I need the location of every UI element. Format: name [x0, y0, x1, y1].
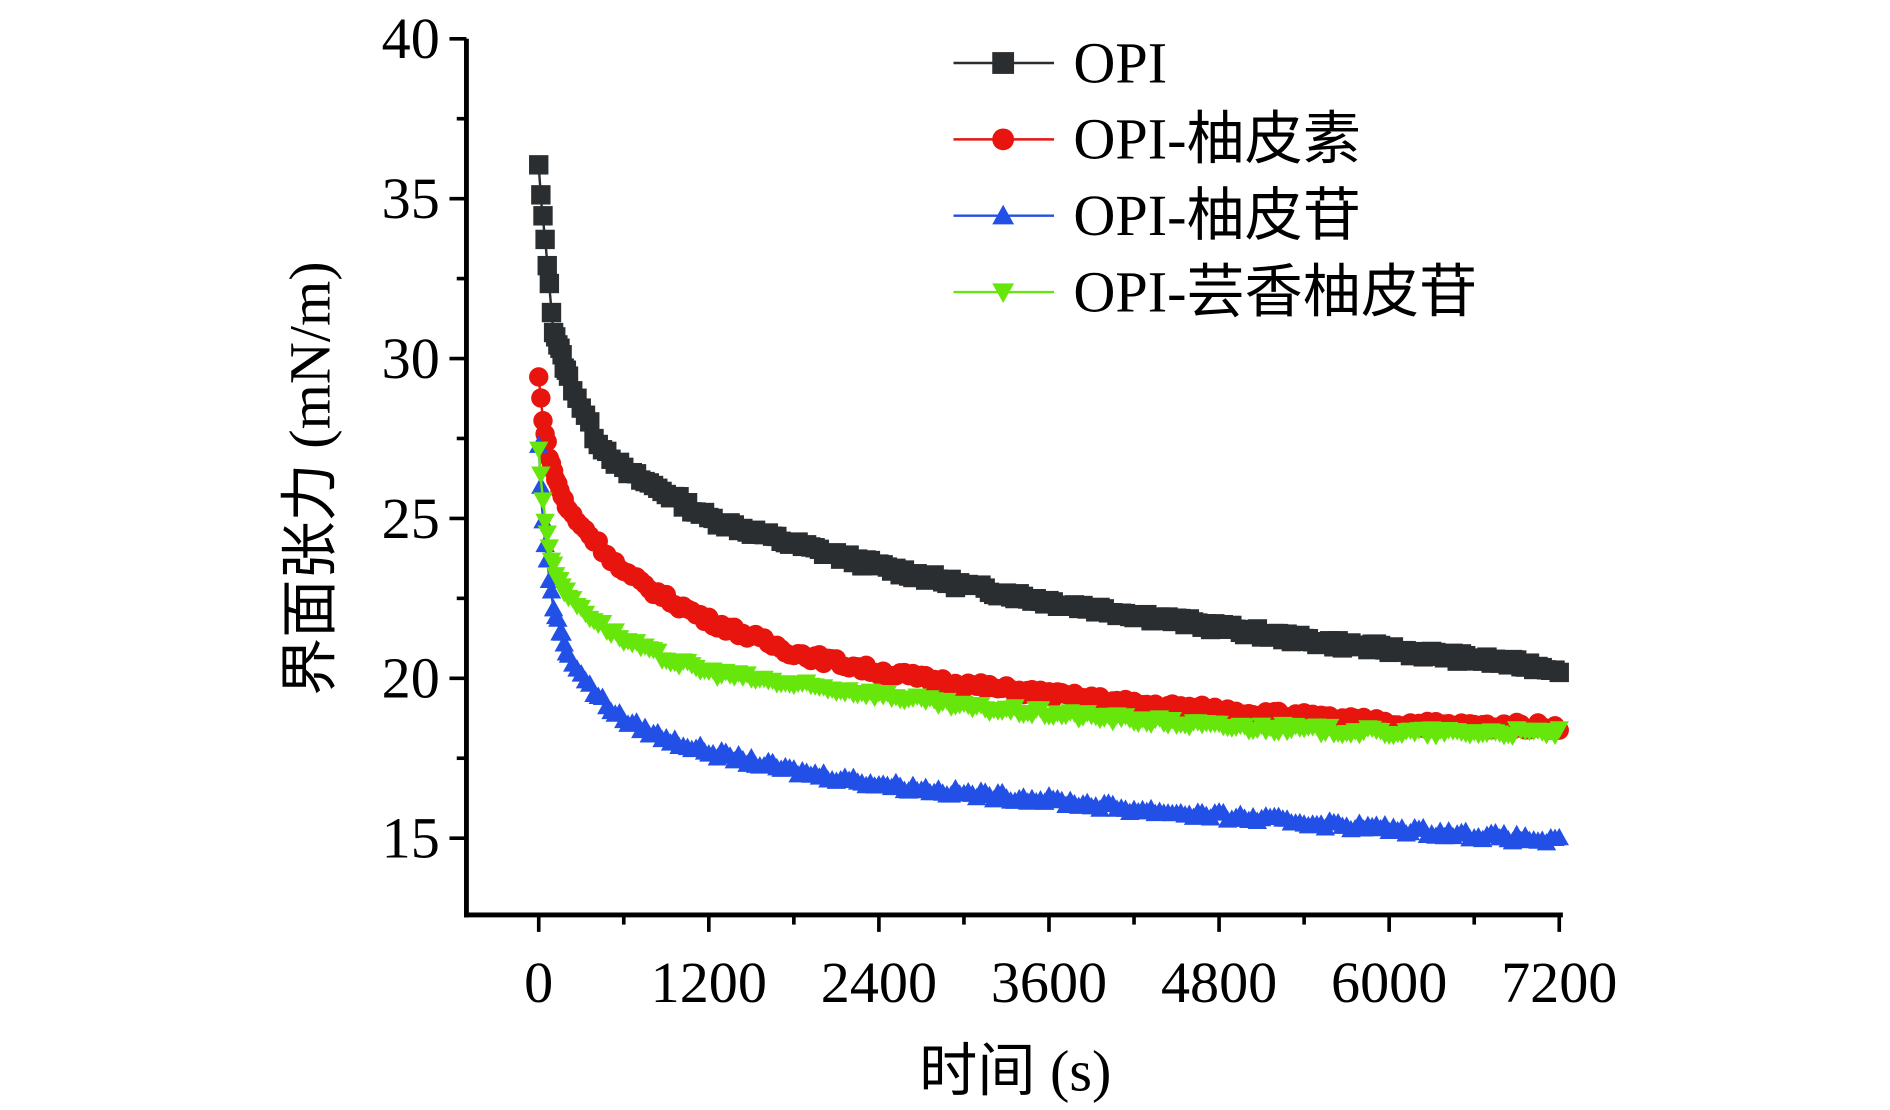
- circle-marker: [531, 388, 551, 408]
- triangle-up-marker: [992, 204, 1015, 225]
- series-0: [529, 155, 1569, 683]
- x-tick-label: 1200: [651, 950, 767, 1015]
- triangle-down-marker: [1549, 721, 1569, 739]
- square-marker: [1549, 662, 1569, 683]
- y-tick-label: 40: [382, 6, 440, 71]
- triangle-up-marker: [541, 581, 562, 599]
- triangle-down-marker: [531, 466, 551, 484]
- legend: OPI OPI-柚皮素 OPI-柚皮苷 OPI-芸香柚皮苷: [953, 30, 1477, 324]
- triangle-up-marker: [539, 570, 560, 589]
- square-marker: [535, 229, 555, 250]
- series-2: [529, 435, 1569, 851]
- triangle-down-marker: [533, 492, 553, 510]
- x-axis-label: 时间 (s): [919, 1039, 1111, 1104]
- y-tick-label: 25: [382, 486, 440, 551]
- square-marker: [537, 255, 557, 276]
- square-marker: [533, 206, 553, 226]
- series-1: [529, 367, 1569, 740]
- legend-item: OPI-芸香柚皮苷: [953, 259, 1477, 324]
- square-marker: [558, 366, 579, 386]
- triangle-down-marker: [529, 441, 549, 460]
- plot-marks: [529, 155, 1569, 851]
- x-tick-label: 6000: [1331, 950, 1447, 1015]
- square-marker: [580, 412, 600, 432]
- legend-label: OPI-柚皮素: [1073, 107, 1360, 172]
- triangle-up-marker: [552, 623, 572, 641]
- triangle-up-marker: [1549, 827, 1569, 846]
- square-marker: [529, 155, 549, 175]
- square-marker: [541, 302, 562, 323]
- x-tick-label: 4800: [1161, 950, 1277, 1015]
- axis-ticks: 0 1200 2400 3600 4800 6000 7200 15 20 25 30 35 40: [382, 6, 1618, 1015]
- y-tick-label: 30: [382, 326, 440, 391]
- square-marker: [992, 52, 1015, 74]
- square-marker: [531, 185, 551, 205]
- legend-label: OPI-柚皮苷: [1073, 183, 1360, 248]
- legend-item: OPI-柚皮素: [953, 107, 1361, 172]
- x-tick-label: 0: [524, 950, 553, 1015]
- circle-marker: [992, 128, 1015, 151]
- legend-item: OPI: [953, 30, 1167, 95]
- triangle-down-marker: [543, 556, 564, 575]
- triangle-down-marker: [537, 525, 557, 543]
- y-tick-label: 15: [382, 806, 440, 871]
- x-tick-label: 2400: [821, 950, 937, 1015]
- series-3: [529, 441, 1569, 746]
- y-axis-label: 界面张力 (mN/m): [278, 261, 343, 695]
- x-tick-label: 3600: [991, 950, 1107, 1015]
- x-tick-label: 7200: [1501, 950, 1617, 1015]
- triangle-down-marker: [535, 513, 555, 532]
- legend-label: OPI-芸香柚皮苷: [1073, 259, 1477, 324]
- square-marker: [539, 273, 560, 294]
- triangle-down-marker: [992, 283, 1015, 303]
- triangle-up-marker: [548, 609, 568, 627]
- y-tick-label: 35: [382, 166, 440, 231]
- triangle-down-marker: [539, 539, 560, 557]
- legend-label: OPI: [1073, 30, 1167, 95]
- legend-item: OPI-柚皮苷: [953, 183, 1361, 248]
- y-tick-label: 20: [382, 646, 440, 711]
- circle-marker: [529, 367, 549, 387]
